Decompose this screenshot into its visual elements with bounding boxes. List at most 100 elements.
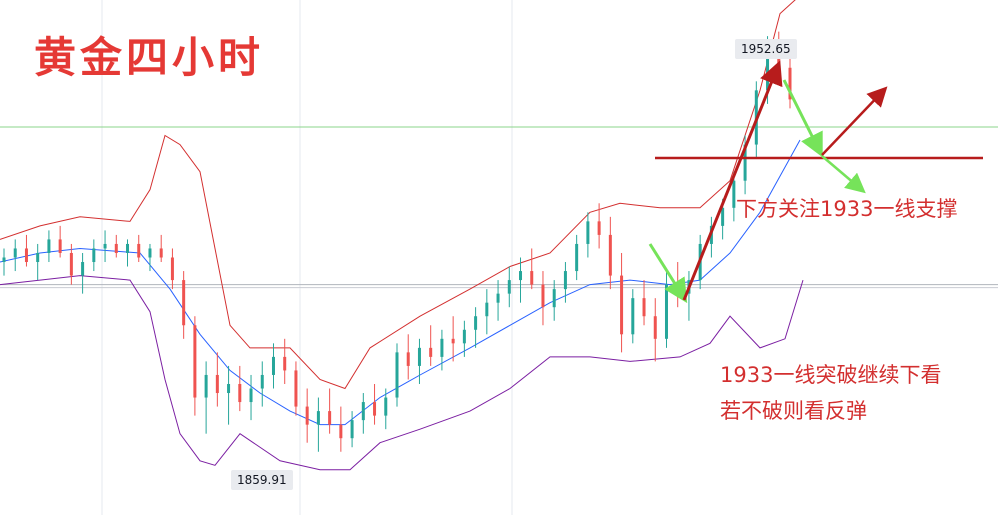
- candle-body: [664, 284, 668, 339]
- candle: [137, 234, 141, 263]
- candle-body: [81, 262, 85, 276]
- candle-body: [395, 352, 399, 398]
- candle: [2, 248, 6, 276]
- candle: [653, 298, 657, 362]
- candle: [249, 374, 253, 421]
- candle: [103, 230, 107, 263]
- candle-body: [193, 325, 197, 398]
- band-lines: [0, 0, 804, 471]
- candle-body: [126, 243, 130, 253]
- annotation-arrows: [648, 60, 983, 304]
- candle-body: [485, 302, 489, 317]
- candle: [429, 325, 433, 366]
- candle: [664, 271, 668, 348]
- candle-body: [58, 239, 62, 253]
- candle: [474, 307, 478, 348]
- candle-body: [462, 329, 466, 344]
- candle-body: [114, 243, 118, 253]
- candle: [92, 239, 96, 272]
- candle-body: [563, 271, 567, 290]
- candle-body: [170, 257, 174, 281]
- candle: [81, 252, 85, 294]
- candle: [552, 280, 556, 321]
- candle: [642, 280, 646, 326]
- candle: [283, 338, 287, 384]
- red-arrow-up-1: [682, 60, 783, 301]
- candle: [462, 320, 466, 357]
- candle-body: [586, 221, 590, 244]
- high-price-label: 1952.65: [735, 39, 797, 59]
- candle-body: [47, 239, 51, 253]
- candle-body: [238, 383, 242, 403]
- candle: [204, 361, 208, 434]
- candle-body: [451, 338, 455, 344]
- candles: [2, 31, 792, 452]
- candle-body: [743, 144, 747, 181]
- chart-grid: [101, 0, 513, 515]
- candle-body: [406, 352, 410, 366]
- candle: [608, 216, 612, 290]
- candle: [316, 397, 320, 452]
- candle-body: [148, 248, 152, 258]
- candle: [406, 334, 410, 380]
- candle-body: [249, 388, 253, 403]
- candle-body: [642, 298, 646, 317]
- candle: [114, 234, 118, 258]
- candle-body: [575, 243, 579, 272]
- candle: [13, 239, 17, 272]
- candle: [373, 383, 377, 425]
- candle-body: [328, 411, 332, 425]
- candle: [687, 271, 691, 321]
- candle-body: [204, 374, 208, 398]
- green-arrow-down-1: [648, 243, 688, 304]
- candle: [182, 271, 186, 339]
- candle-body: [429, 347, 433, 357]
- candle: [597, 203, 601, 249]
- candle: [563, 262, 567, 303]
- candle-body: [182, 280, 186, 326]
- candle-body: [620, 275, 624, 335]
- candle-body: [440, 338, 444, 357]
- candle: [620, 252, 624, 353]
- break-note-2: 若不破则看反弹: [720, 399, 867, 423]
- candle: [440, 329, 444, 371]
- candle: [328, 388, 332, 434]
- candle-body: [384, 397, 388, 416]
- green-arrow-down-3: [821, 155, 866, 194]
- candle-body: [417, 347, 421, 366]
- band-middle: [0, 139, 801, 426]
- candle: [339, 406, 343, 452]
- candle-body: [339, 424, 343, 439]
- candle: [417, 338, 421, 384]
- candle-body: [519, 271, 523, 281]
- candle: [215, 352, 219, 407]
- candle: [159, 234, 163, 263]
- candle: [541, 271, 545, 326]
- candle-body: [215, 374, 219, 394]
- band-lower: [0, 275, 804, 471]
- candle-body: [283, 356, 287, 371]
- candle-body: [350, 420, 354, 439]
- green-arrow-down-2: [782, 79, 823, 158]
- candle-body: [474, 316, 478, 330]
- candle: [451, 316, 455, 362]
- band-upper: [0, 0, 796, 390]
- candle: [238, 365, 242, 412]
- candle: [36, 243, 40, 281]
- candle-body: [653, 316, 657, 339]
- support-note: 下方关注1933一线支撑: [736, 197, 958, 221]
- candle: [732, 171, 736, 222]
- candle-body: [271, 356, 275, 375]
- break-note-1: 1933一线突破继续下看: [720, 363, 942, 387]
- candle-body: [137, 243, 141, 258]
- candle-body: [103, 243, 107, 249]
- candle-body: [541, 284, 545, 308]
- candle: [294, 361, 298, 416]
- candle: [305, 388, 309, 443]
- red-arrow-up-2: [821, 86, 888, 156]
- candle-body: [159, 248, 163, 258]
- candle-body: [631, 298, 635, 335]
- candle-body: [69, 252, 73, 276]
- candle: [496, 280, 500, 321]
